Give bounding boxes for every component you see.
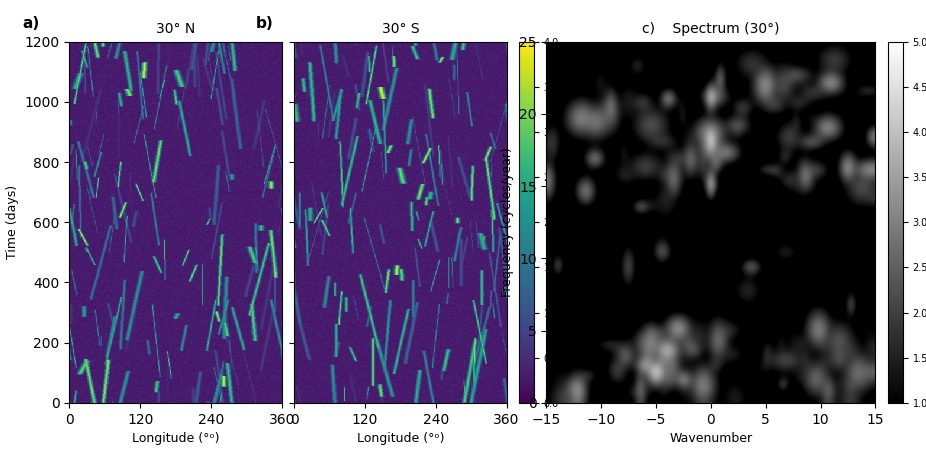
Title: c)    Spectrum (30°): c) Spectrum (30°) <box>643 22 780 36</box>
X-axis label: Wavenumber: Wavenumber <box>669 432 753 445</box>
X-axis label: Longitude (°ᵒ): Longitude (°ᵒ) <box>131 432 219 445</box>
Y-axis label: Frequency (cycles/year): Frequency (cycles/year) <box>501 147 514 297</box>
Title: 30° N: 30° N <box>156 22 195 36</box>
Y-axis label: BP density (BP/degree²): BP density (BP/degree²) <box>565 156 575 289</box>
Text: b): b) <box>257 16 274 31</box>
X-axis label: Longitude (°ᵒ): Longitude (°ᵒ) <box>357 432 444 445</box>
Text: a): a) <box>23 16 40 31</box>
Y-axis label: Time (days): Time (days) <box>6 185 19 259</box>
Title: 30° S: 30° S <box>382 22 419 36</box>
